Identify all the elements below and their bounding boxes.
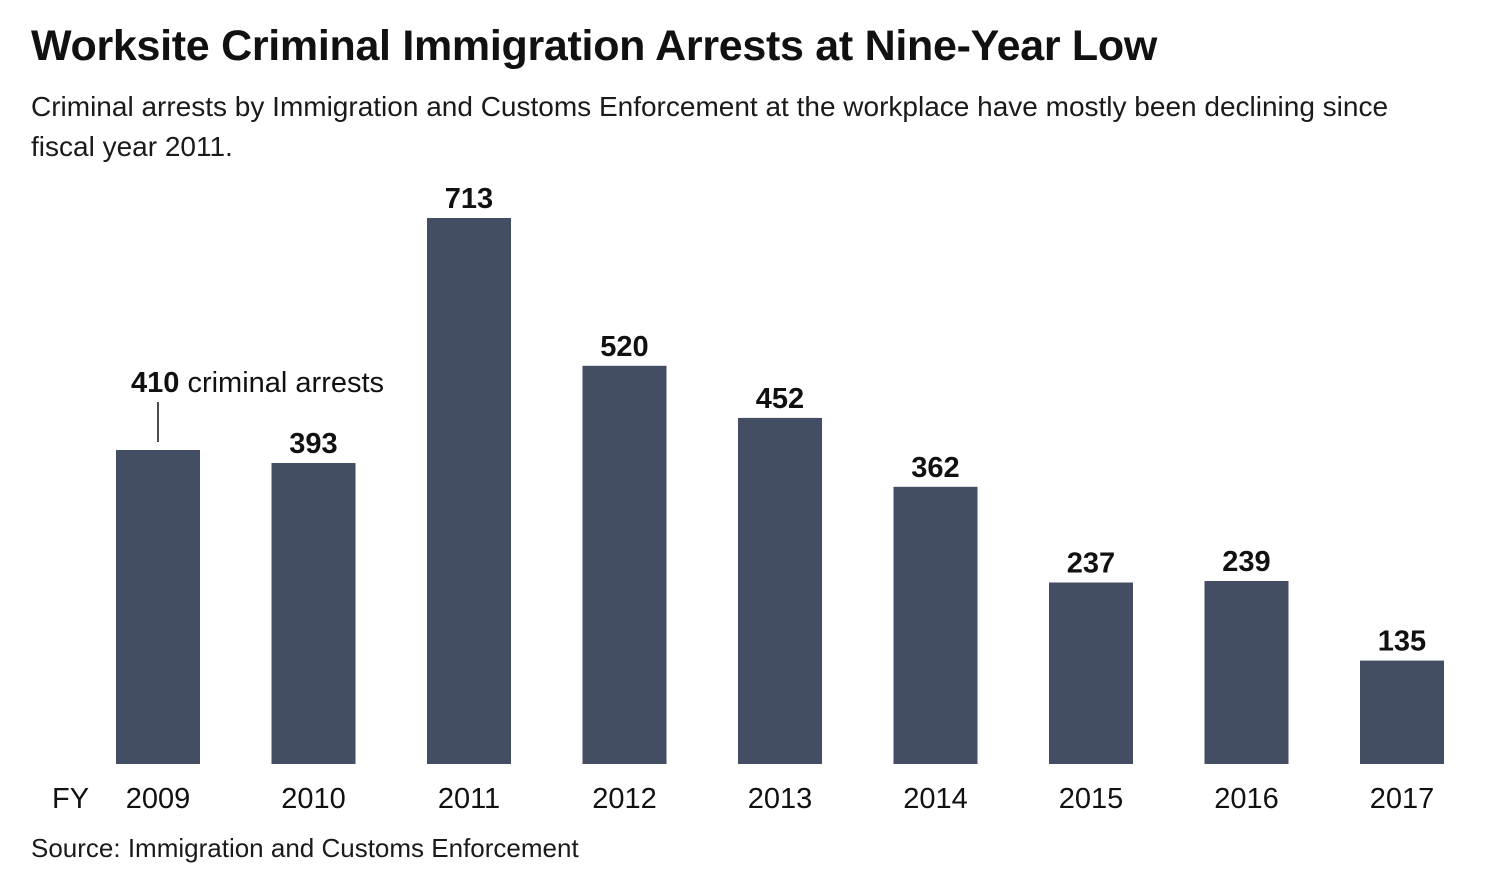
annotation-unit-text: criminal arrests: [179, 367, 384, 399]
bar-2010: [271, 463, 356, 764]
bar-2009: [116, 450, 200, 764]
data-label-2017: 135: [1378, 626, 1426, 658]
data-label-2015: 237: [1067, 548, 1115, 580]
source-note: Source: Immigration and Customs Enforcem…: [31, 833, 579, 863]
data-label-2013: 452: [756, 383, 804, 415]
data-label-2014: 362: [911, 452, 959, 484]
category-labels-group: 2009 2010 2011 2012 2013 2014 2015 2016 2017: [126, 783, 1435, 815]
x-axis-label: FY: [52, 783, 89, 815]
chart-subtitle: Criminal arrests by Immigration and Cust…: [31, 91, 1389, 162]
bar-2014: [893, 486, 978, 764]
data-label-2010: 393: [289, 428, 337, 460]
category-label-2012: 2012: [592, 783, 657, 815]
annotation-text: 410 criminal arrests: [131, 367, 384, 399]
category-label-2017: 2017: [1370, 783, 1435, 815]
bars-group: [116, 218, 1444, 764]
category-label-2011: 2011: [438, 783, 500, 815]
category-label-2009: 2009: [126, 783, 191, 815]
data-label-2012: 520: [600, 331, 648, 363]
bar-2015: [1049, 582, 1133, 764]
category-label-2015: 2015: [1059, 783, 1124, 815]
category-label-2016: 2016: [1214, 783, 1279, 815]
category-label-2010: 2010: [281, 783, 346, 815]
data-label-2009: 410: [131, 367, 179, 399]
bar-2013: [738, 417, 822, 764]
bar-2016: [1204, 581, 1289, 764]
data-labels-group: 410 criminal arrests 393 713 520 452 362 237 23…: [131, 183, 1426, 658]
bar-2017: [1360, 660, 1444, 764]
data-label-2011: 713: [445, 183, 493, 215]
data-label-2016: 239: [1222, 546, 1270, 578]
bar-2011: [427, 218, 511, 764]
category-label-2013: 2013: [748, 783, 813, 815]
category-label-2014: 2014: [903, 783, 968, 815]
bar-2012: [582, 365, 667, 764]
chart-title: Worksite Criminal Immigration Arrests at…: [31, 22, 1157, 70]
